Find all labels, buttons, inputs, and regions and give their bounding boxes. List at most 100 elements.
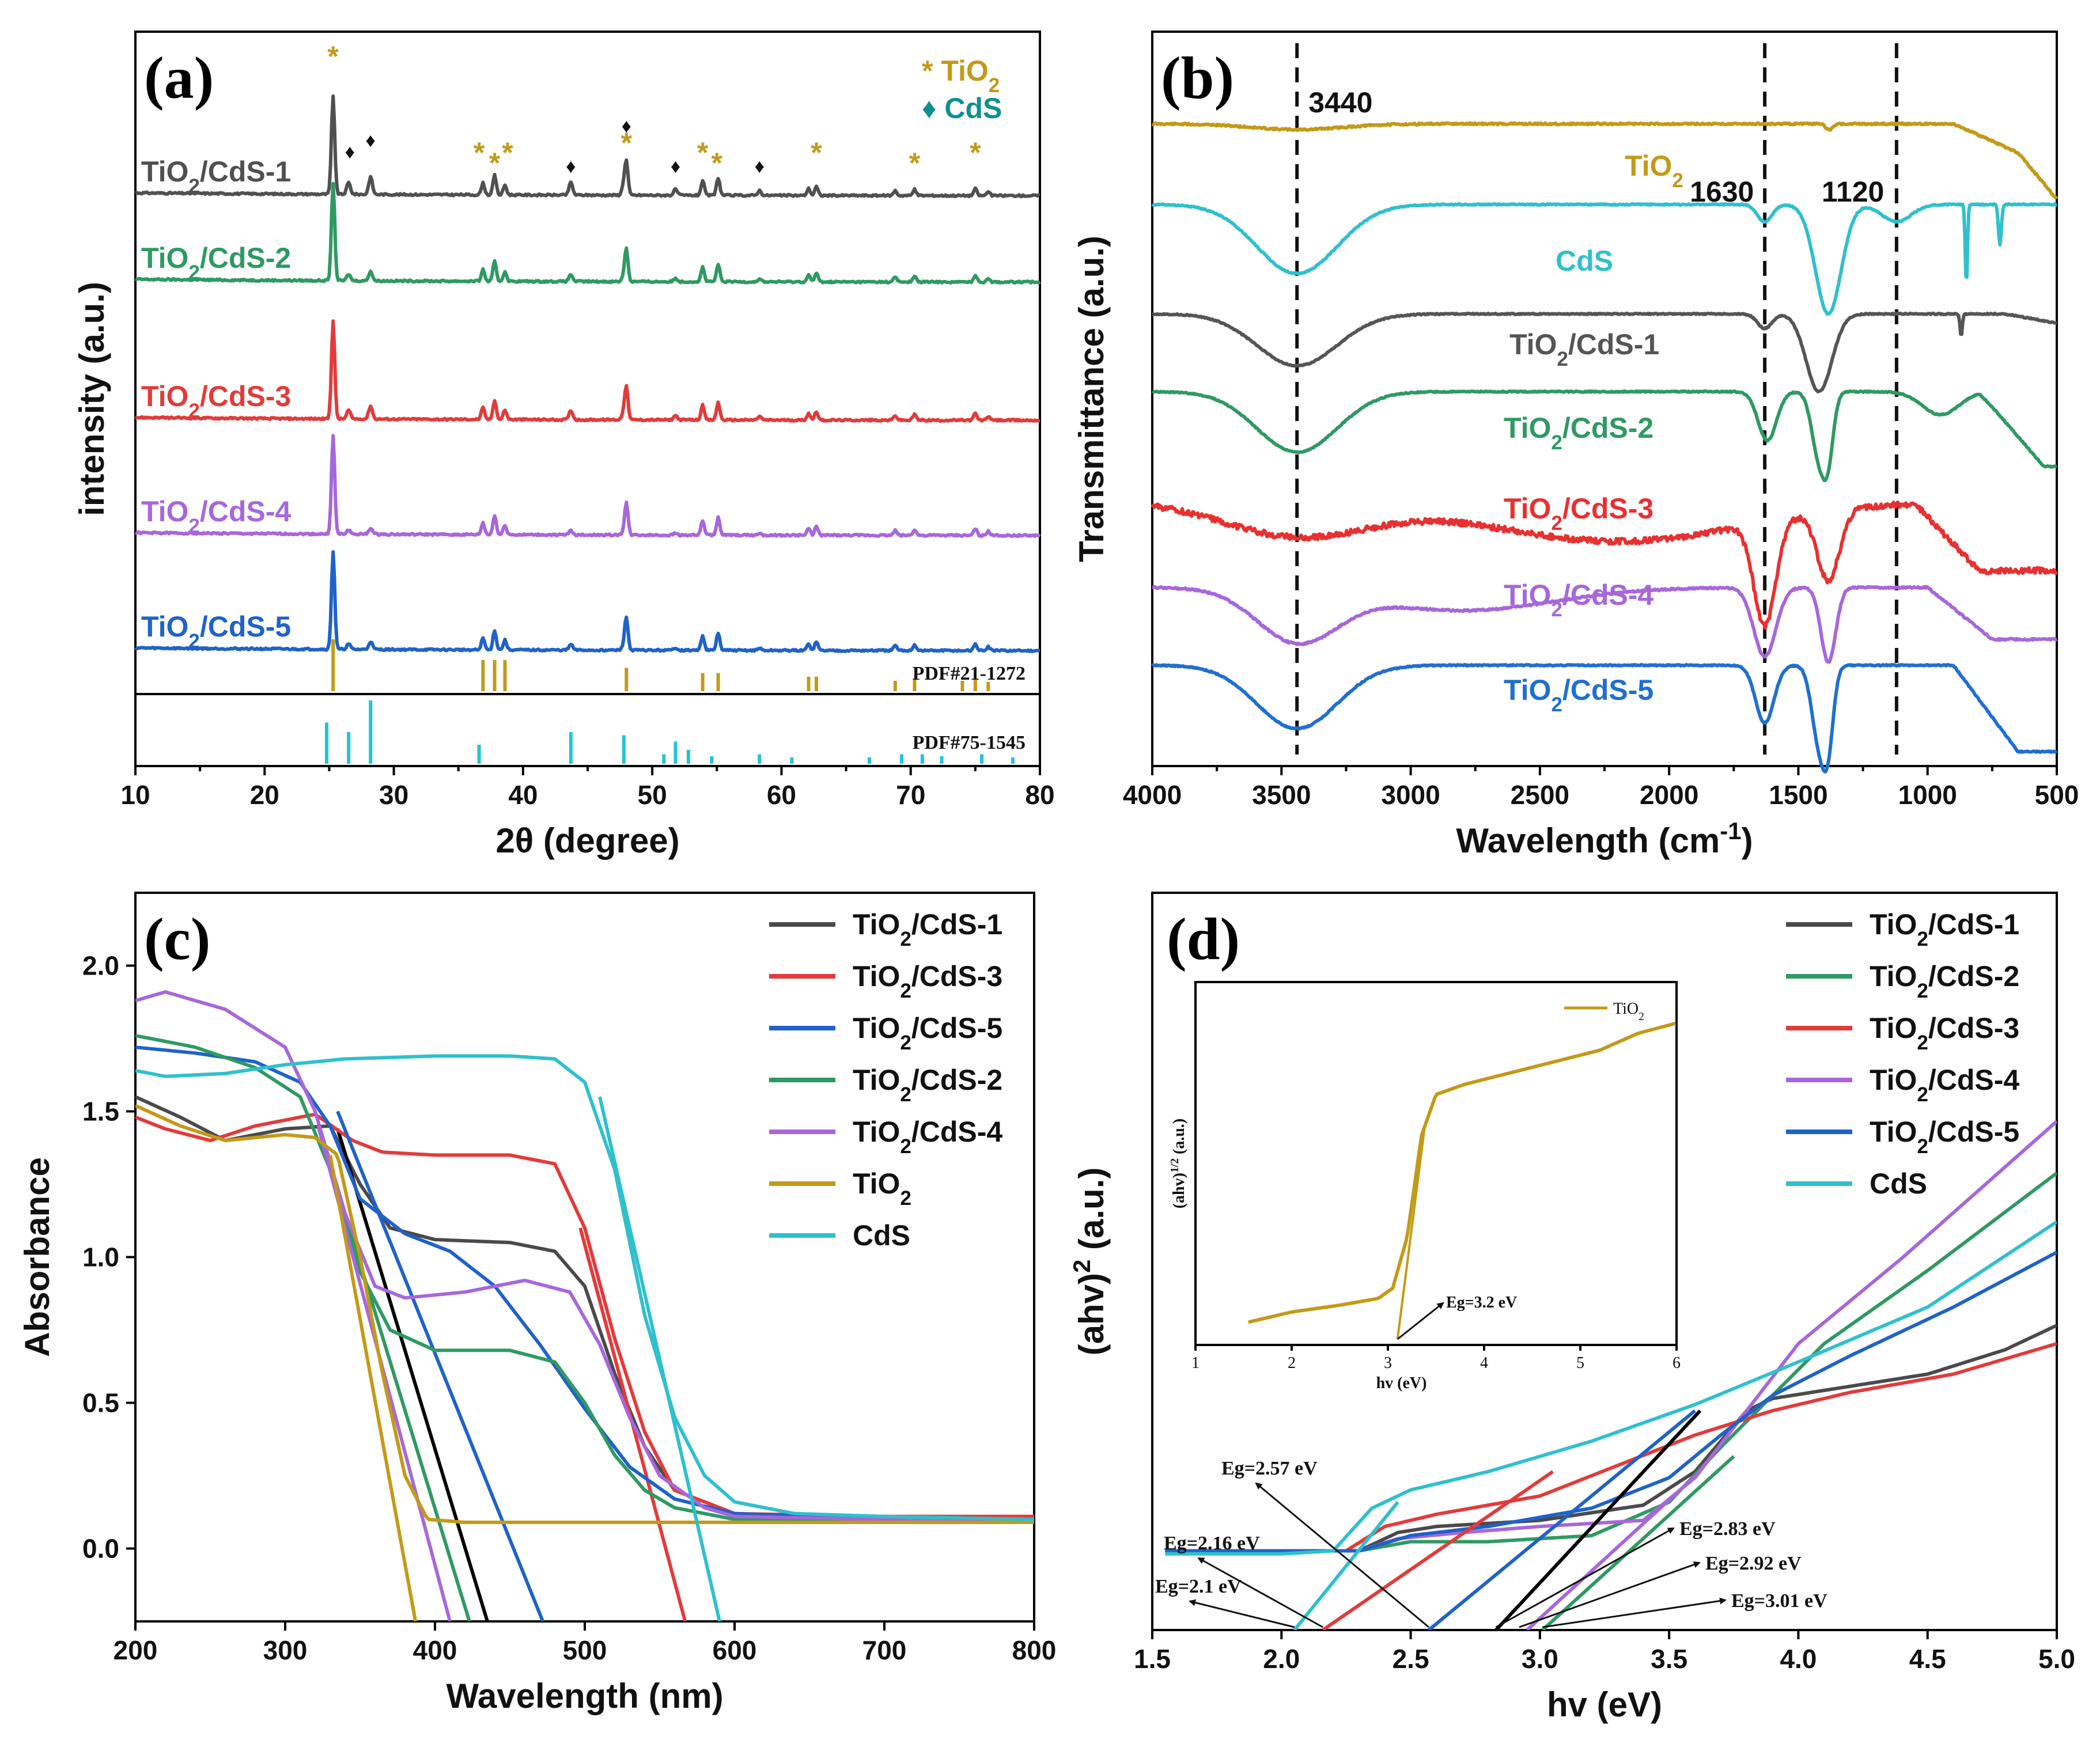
panel-c-legend-label-part: /CdS-4 (911, 1116, 1003, 1148)
panel-a-star-marker: * (621, 127, 633, 159)
panel-b-series-line (1151, 312, 2058, 393)
panel-b-ref-label-part: 1120 (1822, 176, 1884, 208)
panel-d-xtick-label: 4.0 (1780, 1644, 1817, 1674)
panel-a-xtick-label-part: 30 (379, 780, 408, 810)
panel-a-series-label-part: 2 (188, 630, 199, 653)
panel-c-legend-label-part: /CdS-2 (911, 1064, 1002, 1096)
panel-c-legend-label: CdS (853, 1219, 910, 1252)
panel-d-xtick-label-part: 2.5 (1393, 1644, 1429, 1674)
panel-c-legend-label-part: 2 (900, 1135, 911, 1158)
panel-a-legend-cds: ♦ CdS (922, 92, 1002, 124)
panel-d-eg-label: Eg=2.57 eV (1221, 1458, 1318, 1479)
panel-b-xtick-label-part: 2000 (1640, 780, 1698, 810)
panel-a-ref-label: PDF#21-1272 (913, 663, 1026, 684)
panel-c-legend-label-part: /CdS-3 (911, 960, 1002, 992)
panel-d-eg-label-part: Eg=2.16 eV (1164, 1533, 1260, 1554)
panel-d-eg-arrow (1495, 1527, 1675, 1628)
panel-c-series-line (135, 990, 1034, 1521)
panel-b-xtick-label-part: 1000 (1898, 780, 1957, 810)
panel-c-ytick-label-part: 1.5 (82, 1097, 119, 1127)
panel-c-legend-label-part: CdS (853, 1219, 910, 1252)
panel-b-ref-label-part: 3440 (1308, 86, 1372, 119)
panel-c-legend-label-part: 2 (900, 1083, 911, 1106)
panel-b-series-label: TiO2/CdS-2 (1504, 412, 1653, 454)
panel-c-legend-label-part: 2 (900, 1032, 911, 1054)
panel-b-series-label-part: /CdS-3 (1562, 492, 1653, 525)
panel-d-xtick-label-part: 4.0 (1780, 1644, 1817, 1674)
panel-d-inset-xlabel: hv (eV) (1376, 1374, 1427, 1392)
panel-d-inset-tangent (1396, 1128, 1426, 1340)
panel-d-legend-label-part: /CdS-5 (1928, 1116, 2019, 1148)
panel-d-inset-annotation: Eg=3.2 eV (1446, 1294, 1517, 1312)
panel-d-legend-label: CdS (1870, 1168, 1927, 1200)
panel-b-series-label: TiO2/CdS-3 (1504, 492, 1653, 535)
panel-a-series-label-part: 2 (188, 515, 199, 537)
panel-d-series-line (1165, 1220, 2057, 1556)
panel-b-xtick-label: 2500 (1511, 780, 1569, 810)
panel-a-star-marker: * (474, 137, 485, 169)
panel-c-letter: (c) (144, 906, 210, 972)
panel-a-xtick-label: 30 (379, 780, 408, 810)
panel-c-ytick-label-part: 0.0 (82, 1534, 119, 1564)
panel-d-legend-label-part: TiO (1870, 1116, 1917, 1148)
panel-a-series-label-part: /CdS-4 (200, 495, 292, 528)
panel-b-xlabel-part: ) (1742, 821, 1753, 860)
panel-d-legend-label-part: 2 (1917, 1135, 1928, 1158)
panel-a-xtick-label-part: 50 (638, 780, 667, 810)
panel-d-legend-label-part: TiO (1870, 1012, 1917, 1044)
panel-b-series-label-part: /CdS-4 (1562, 579, 1654, 611)
panel-b-series-label-part: 2 (1551, 693, 1562, 716)
panel-c-legend-label-part: TiO (853, 1168, 900, 1200)
panel-a-series-line (135, 434, 1041, 539)
panel-b-series-label: TiO2/CdS-4 (1504, 579, 1653, 621)
panel-d-inset-legend-label-part: TiO (1613, 1000, 1639, 1018)
panel-d-inset-arrow (1397, 1302, 1444, 1340)
panel-d-ylabel: (ahv)2 (a.u.) (1068, 1168, 1111, 1356)
panel-d-legend-label-part: 2 (1917, 928, 1928, 950)
panel-a-diamond-marker: ♦ (755, 156, 765, 177)
panel-b-series-label-part: 2 (1551, 431, 1562, 454)
panel-d-xtick-label: 3.5 (1651, 1644, 1687, 1674)
panel-c-xtick-label-part: 700 (862, 1635, 907, 1665)
panel-b-series-label-part: TiO (1504, 492, 1551, 525)
panel-c-xlabel-part: Wavelength (nm) (446, 1677, 723, 1715)
panel-b-xlabel-part: Wavelength (cm (1456, 821, 1720, 860)
panel-d-eg-label: Eg=3.01 eV (1731, 1590, 1827, 1612)
panel-c-xtick-label-part: 200 (113, 1635, 158, 1665)
panel-d-tauc-plot: 1.5 2.0 2.5 3.0 3.5 4.0 4.5 5.0hv (eV)(ahv)2 (a… (1068, 892, 2075, 1724)
panel-c-legend-label: TiO2/CdS-4 (853, 1116, 1002, 1158)
panel-b-xtick-label: 1500 (1769, 780, 1827, 810)
panel-a-ylabel: intensity (a.u.) (73, 282, 111, 516)
panel-d-legend-label-part: 2 (1917, 1032, 1928, 1054)
panel-c-legend-label: TiO2/CdS-5 (853, 1012, 1002, 1054)
panel-c-xtick-label-part: 400 (413, 1635, 457, 1665)
panel-a-xtick-label: 50 (638, 780, 667, 810)
panel-a-xtick-label: 10 (120, 780, 150, 810)
panel-c-ytick-label: 1.0 (82, 1242, 119, 1272)
panel-a-legend-tio2-part: TiO (941, 55, 988, 87)
panel-d-legend-label-part: TiO (1870, 960, 1917, 992)
panel-c-xtick-label-part: 600 (713, 1635, 757, 1665)
panel-d-legend-label-part: /CdS-1 (1928, 908, 2019, 941)
panel-a-xtick-label-part: 70 (896, 780, 925, 810)
panel-c-xtick-label-part: 500 (563, 1635, 607, 1665)
panel-a-star-marker-part: * (327, 40, 339, 73)
panel-b-frame (1151, 31, 2058, 767)
panel-d-legend-label: TiO2/CdS-2 (1870, 960, 2019, 1002)
panel-d-inset-xtick-label: 5 (1576, 1354, 1584, 1372)
panel-d-eg-label: Eg=2.92 eV (1705, 1553, 1802, 1574)
panel-b-xtick-label: 500 (2035, 780, 2079, 810)
panel-b-ref-label: 1120 (1822, 176, 1884, 208)
panel-a-star-marker-part: * (697, 137, 709, 169)
panel-d-xtick-label: 5.0 (2038, 1644, 2075, 1674)
panel-a-ylabel-part: intensity (a.u.) (73, 282, 111, 516)
panel-c-legend-label-part: TiO (853, 1012, 900, 1044)
panel-d-inset-xtick-label: 2 (1288, 1354, 1296, 1372)
panel-c-ytick-label-part: 1.0 (82, 1242, 119, 1272)
panel-a-xlabel: 2θ (degree) (495, 821, 679, 860)
panel-d-inset-xtick-label: 6 (1673, 1354, 1681, 1372)
panel-a-xtick-label: 60 (767, 780, 796, 810)
panel-d-legend-label-part: TiO (1870, 1064, 1917, 1096)
panel-b-series-line (1151, 663, 2058, 774)
panel-a-series-label-part: /CdS-3 (200, 380, 291, 412)
